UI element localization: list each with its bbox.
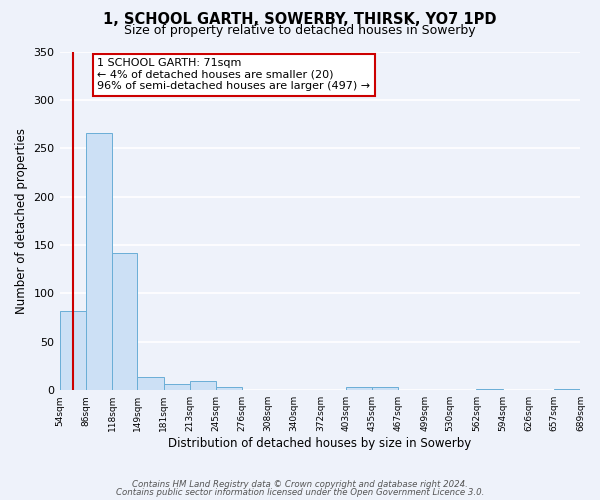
Text: 1 SCHOOL GARTH: 71sqm
← 4% of detached houses are smaller (20)
96% of semi-detac: 1 SCHOOL GARTH: 71sqm ← 4% of detached h…: [97, 58, 370, 92]
Bar: [86, 133, 112, 390]
Bar: [137, 376, 164, 390]
Bar: [476, 389, 503, 390]
Bar: [190, 382, 216, 390]
Y-axis label: Number of detached properties: Number of detached properties: [15, 128, 28, 314]
Bar: [372, 388, 398, 390]
Text: 1, SCHOOL GARTH, SOWERBY, THIRSK, YO7 1PD: 1, SCHOOL GARTH, SOWERBY, THIRSK, YO7 1P…: [103, 12, 497, 28]
Bar: [59, 311, 86, 390]
Bar: [164, 384, 190, 390]
Bar: [216, 388, 242, 390]
Text: Contains HM Land Registry data © Crown copyright and database right 2024.: Contains HM Land Registry data © Crown c…: [132, 480, 468, 489]
X-axis label: Distribution of detached houses by size in Sowerby: Distribution of detached houses by size …: [169, 437, 472, 450]
Bar: [112, 253, 137, 390]
Text: Size of property relative to detached houses in Sowerby: Size of property relative to detached ho…: [124, 24, 476, 37]
Text: Contains public sector information licensed under the Open Government Licence 3.: Contains public sector information licen…: [116, 488, 484, 497]
Bar: [346, 388, 372, 390]
Bar: [554, 389, 581, 390]
